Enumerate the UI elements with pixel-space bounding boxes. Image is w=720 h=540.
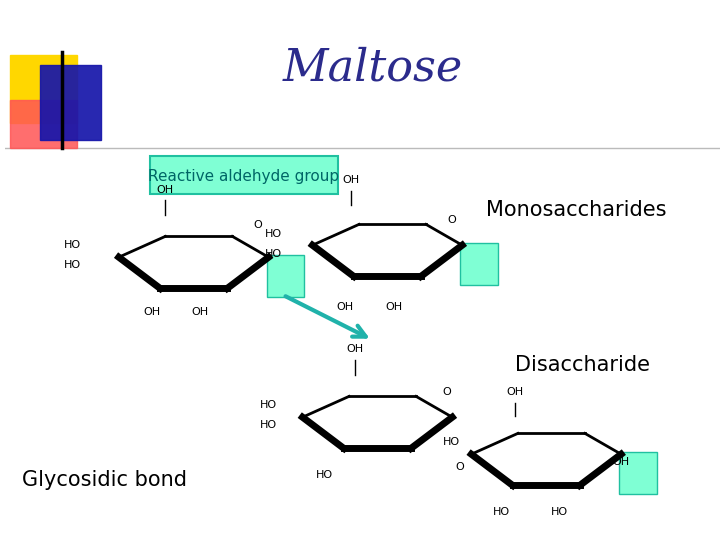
Bar <box>10 100 78 148</box>
Text: HO: HO <box>64 240 81 250</box>
Text: Glycosidic bond: Glycosidic bond <box>22 470 186 490</box>
Text: OH: OH <box>386 302 403 312</box>
Bar <box>266 255 305 297</box>
Text: OH: OH <box>191 307 208 317</box>
Bar <box>619 452 657 494</box>
Text: Maltose: Maltose <box>282 46 462 90</box>
Text: O: O <box>448 215 456 225</box>
Text: O: O <box>443 387 451 397</box>
Text: Disaccharide: Disaccharide <box>516 355 650 375</box>
Text: HO: HO <box>264 249 282 259</box>
Bar <box>40 65 102 140</box>
Text: HO: HO <box>551 507 567 517</box>
Text: HO: HO <box>444 437 460 447</box>
Text: HO: HO <box>493 507 510 517</box>
Text: OH: OH <box>336 302 354 312</box>
Text: O: O <box>254 220 263 230</box>
Bar <box>460 243 498 285</box>
FancyBboxPatch shape <box>150 156 338 194</box>
Text: OH: OH <box>342 175 359 185</box>
Text: Reactive aldehyde group: Reactive aldehyde group <box>148 170 339 185</box>
Text: HO: HO <box>264 229 282 239</box>
Bar <box>10 55 78 123</box>
Text: HO: HO <box>260 420 276 430</box>
Text: HO: HO <box>64 260 81 270</box>
Text: Monosaccharides: Monosaccharides <box>486 200 666 220</box>
Text: OH: OH <box>156 185 174 195</box>
Text: O: O <box>456 462 464 472</box>
Text: OH: OH <box>612 457 629 467</box>
Text: OH: OH <box>346 344 363 354</box>
Text: HO: HO <box>260 400 276 410</box>
Text: HO: HO <box>316 470 333 480</box>
Text: OH: OH <box>143 307 161 317</box>
Text: OH: OH <box>507 387 524 397</box>
